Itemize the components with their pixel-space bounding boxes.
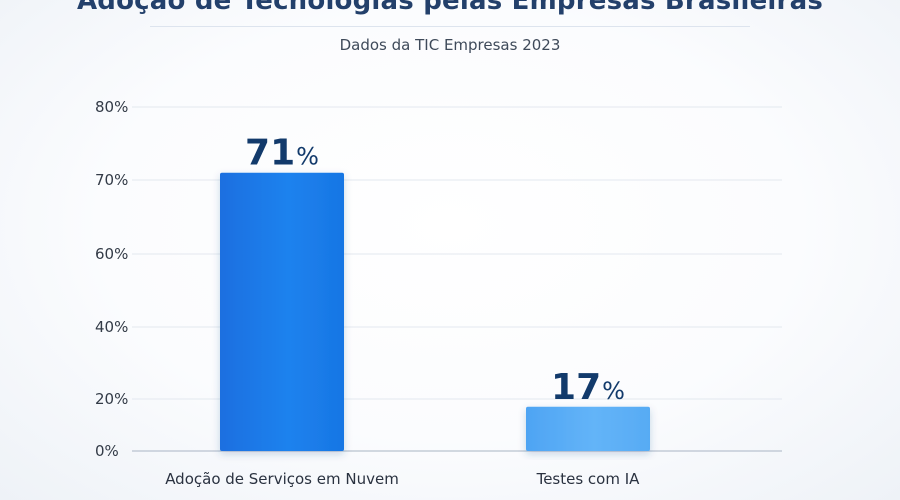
y-tick-label: 60%	[95, 245, 128, 263]
y-tick-label: 70%	[95, 171, 128, 189]
chart-title: Adoção de Tecnologias pelas Empresas Bra…	[76, 0, 823, 16]
x-axis: Adoção de Serviços em Nuvem Testes com IA	[165, 470, 640, 488]
y-axis: 0% 20% 40% 60% 70% 80%	[95, 98, 128, 460]
value-label: 71%	[245, 133, 319, 174]
value-label: 17%	[551, 367, 625, 408]
y-tick-label: 80%	[95, 98, 128, 116]
y-tick-label: 40%	[95, 318, 128, 336]
chart-subtitle: Dados da TIC Empresas 2023	[339, 36, 561, 54]
y-tick-label: 20%	[95, 390, 128, 408]
bar	[220, 172, 344, 451]
bars	[220, 172, 650, 451]
category-label: Testes com IA	[536, 470, 641, 488]
bar	[526, 406, 650, 451]
category-label: Adoção de Serviços em Nuvem	[165, 470, 399, 488]
value-labels: 71% 17%	[245, 133, 625, 408]
y-tick-label: 0%	[95, 442, 119, 460]
title-divider	[150, 26, 750, 27]
